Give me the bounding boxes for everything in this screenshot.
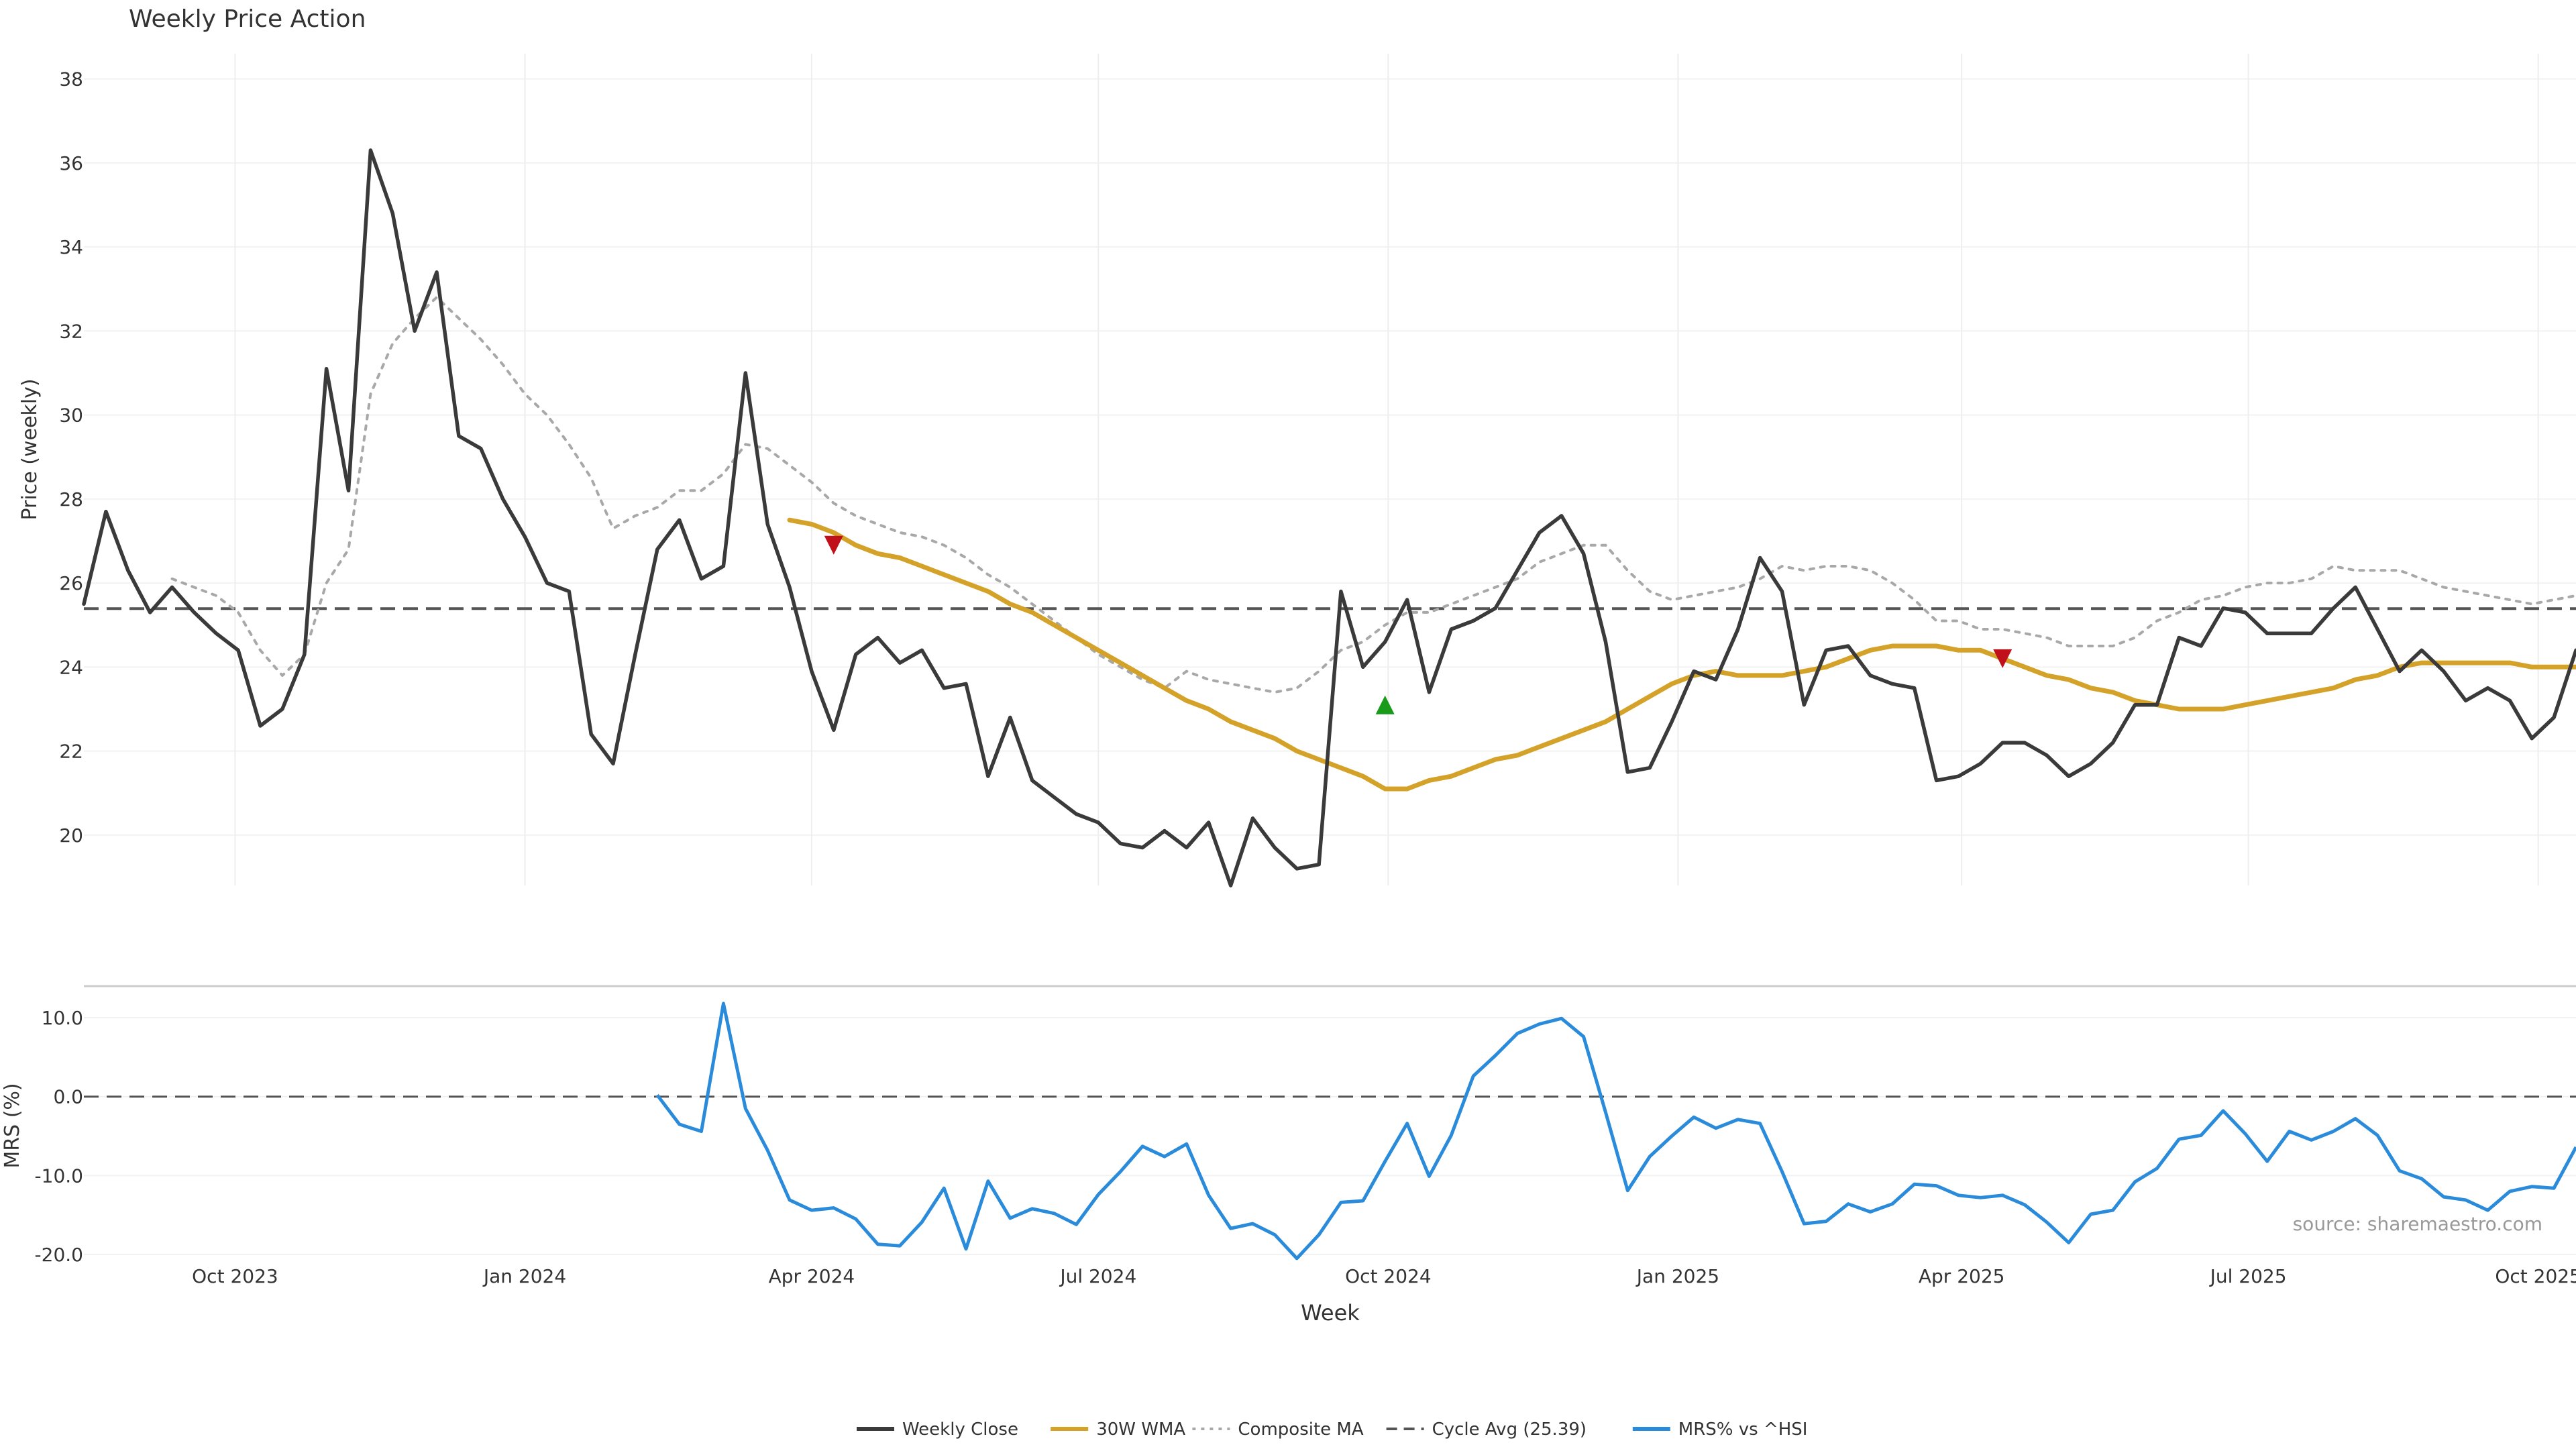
x-axis-label: Week xyxy=(1301,1300,1360,1326)
x-tick: Jul 2024 xyxy=(1059,1265,1136,1287)
series-mrs-vs-hsi xyxy=(655,1002,2576,1260)
mrs-y-tick: -20.0 xyxy=(35,1244,83,1266)
price-panel: 20 22 24 26 28 30 32 34 36 38 Price (weekly) xyxy=(18,54,2576,888)
price-y-tick: 28 xyxy=(59,488,83,511)
price-gridlines xyxy=(84,54,2576,885)
legend-item: Composite MA xyxy=(1192,1419,1364,1440)
mrs-y-tick: 0.0 xyxy=(53,1086,83,1108)
x-tick: Apr 2025 xyxy=(1919,1265,2005,1287)
legend-label: 30W WMA xyxy=(1096,1419,1185,1440)
x-tick: Jul 2025 xyxy=(2209,1265,2287,1287)
source-label: source: sharemaestro.com xyxy=(2293,1213,2542,1235)
legend-label: Composite MA xyxy=(1238,1419,1363,1440)
legend-label: Cycle Avg (25.39) xyxy=(1432,1419,1587,1440)
price-y-tick: 24 xyxy=(59,656,83,678)
mrs-y-tick-labels: 10.0 0.0 -10.0 -20.0 xyxy=(35,1007,83,1266)
x-tick: Oct 2023 xyxy=(192,1265,278,1287)
series-30w-wma xyxy=(787,517,2576,792)
mrs-panel: 10.0 0.0 -10.0 -20.0 MRS (%) source: sharem… xyxy=(1,985,2576,1266)
legend-item: 30W WMA xyxy=(1051,1419,1185,1440)
x-tick: Jan 2024 xyxy=(482,1265,566,1287)
price-y-tick: 36 xyxy=(59,152,83,174)
x-tick: Jan 2025 xyxy=(1635,1265,1719,1287)
x-tick: Apr 2024 xyxy=(769,1265,855,1287)
x-tick-labels: Oct 2023 Jan 2024 Apr 2024 Jul 2024 Oct 2024… xyxy=(192,1265,2576,1287)
x-tick: Oct 2024 xyxy=(1345,1265,1432,1287)
buy-signal-marker xyxy=(1375,695,1395,714)
series-composite-ma xyxy=(170,296,2576,694)
price-series xyxy=(82,148,2576,888)
mrs-y-tick: -10.0 xyxy=(35,1165,83,1187)
price-y-tick: 30 xyxy=(59,405,83,427)
legend: Weekly Close 30W WMA Composite MA Cycle Avg… xyxy=(857,1419,1807,1440)
legend-item: MRS% vs ^HSI xyxy=(1632,1419,1808,1440)
signal-markers xyxy=(824,535,2012,714)
legend-item: Cycle Avg (25.39) xyxy=(1386,1419,1587,1440)
price-y-tick: 22 xyxy=(59,741,83,763)
x-tick: Oct 2025 xyxy=(2495,1265,2576,1287)
price-y-axis-label: Price (weekly) xyxy=(18,378,42,520)
mrs-series xyxy=(655,1002,2576,1260)
price-y-tick: 32 xyxy=(59,320,83,342)
price-y-tick: 20 xyxy=(59,824,83,847)
price-y-tick: 34 xyxy=(59,236,83,258)
mrs-y-tick: 10.0 xyxy=(42,1007,83,1029)
legend-item: Weekly Close xyxy=(857,1419,1018,1440)
sell-signal-marker xyxy=(1993,649,2012,668)
price-y-tick: 38 xyxy=(59,68,83,91)
series-weekly-close xyxy=(82,148,2576,888)
mrs-y-axis-label: MRS (%) xyxy=(1,1083,24,1168)
legend-label: Weekly Close xyxy=(902,1419,1018,1440)
price-y-tick: 26 xyxy=(59,572,83,594)
chart-title: Weekly Price Action xyxy=(129,5,366,33)
price-y-tick-labels: 20 22 24 26 28 30 32 34 36 38 xyxy=(59,68,83,847)
legend-label: MRS% vs ^HSI xyxy=(1678,1419,1808,1440)
sell-signal-marker xyxy=(824,535,843,555)
